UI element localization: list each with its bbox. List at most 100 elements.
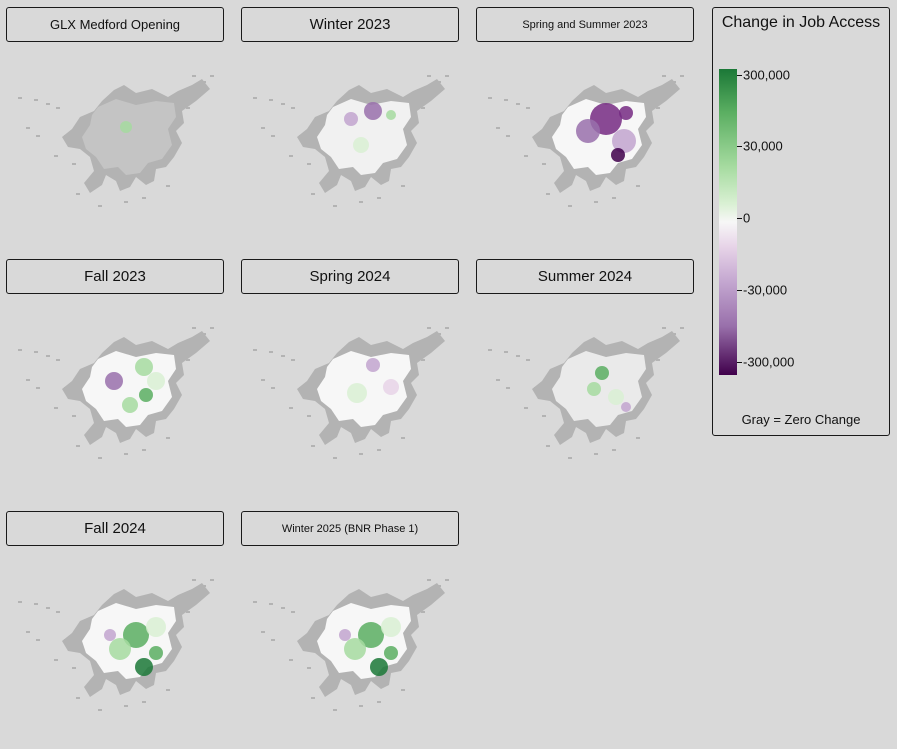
outlying-tract [377,449,381,451]
outlying-tract [192,327,196,329]
outlying-tract [76,697,80,699]
outlying-tract [594,201,598,203]
outlying-tract [377,701,381,703]
outlying-tract [636,437,640,439]
job-access-map [18,327,214,459]
changed-area [82,351,176,427]
outlying-tract [192,579,196,581]
outlying-tract [401,185,405,187]
outlying-tract [281,103,285,105]
outlying-tract [76,445,80,447]
legend-tick-label: 30,000 [743,138,783,154]
outlying-tract [98,457,102,459]
outlying-tract [299,387,303,389]
job-access-map [253,327,449,459]
outlying-tract [526,107,530,109]
outlying-tract [524,407,528,409]
outlying-tract [445,75,449,77]
outlying-tract [142,449,146,451]
outlying-tract [26,631,30,633]
panel-title: Spring 2024 [241,259,459,294]
outlying-tract [311,445,315,447]
outlying-tract [401,689,405,691]
outlying-tract [427,75,431,77]
outlying-tract [271,135,275,137]
access-change-cluster [339,629,351,641]
legend-title: Change in Job Access [721,14,881,31]
outlying-tract [271,639,275,641]
legend-tick [737,218,742,219]
access-change-cluster [149,646,163,660]
outlying-tract [18,97,22,99]
outlying-tract [291,611,295,613]
outlying-tract [311,193,315,195]
panel-title: Spring and Summer 2023 [476,7,694,42]
outlying-tract [437,333,441,335]
outlying-tract [546,193,550,195]
panel-title: Summer 2024 [476,259,694,294]
outlying-tract [488,97,492,99]
outlying-tract [18,601,22,603]
outlying-tract [612,449,616,451]
outlying-tract [421,359,425,361]
access-change-cluster [347,383,367,403]
legend-tick [737,75,742,76]
outlying-tract [437,585,441,587]
outlying-tract [672,81,676,83]
outlying-tract [56,359,60,361]
outlying-tract [46,607,50,609]
outlying-tract [202,333,206,335]
legend-note: Gray = Zero Change [741,412,861,427]
access-change-cluster [370,658,388,676]
access-change-cluster [364,102,382,120]
panel-title: Winter 2023 [241,7,459,42]
access-change-cluster [619,106,633,120]
access-change-cluster [123,622,149,648]
access-change-cluster [353,137,369,153]
outlying-tract [333,457,337,459]
outlying-tract [542,163,546,165]
outlying-tract [124,453,128,455]
outlying-tract [534,387,538,389]
outlying-tract [271,387,275,389]
outlying-tract [289,659,293,661]
outlying-tract [56,611,60,613]
outlying-tract [612,197,616,199]
outlying-tract [427,579,431,581]
outlying-tract [299,639,303,641]
outlying-tract [202,585,206,587]
access-change-cluster [104,629,116,641]
outlying-tract [281,607,285,609]
outlying-tract [333,709,337,711]
outlying-tract [488,349,492,351]
outlying-tract [311,697,315,699]
outlying-tract [437,81,441,83]
outlying-tract [445,579,449,581]
outlying-tract [64,639,68,641]
outlying-tract [142,197,146,199]
legend-colorbar [719,69,737,375]
access-change-cluster [344,638,366,660]
access-change-cluster [135,658,153,676]
outlying-tract [496,127,500,129]
job-access-map [18,579,214,711]
outlying-tract [54,659,58,661]
outlying-tract [210,75,214,77]
outlying-tract [34,99,38,101]
outlying-tract [186,359,190,361]
outlying-tract [568,457,572,459]
outlying-tract [680,75,684,77]
outlying-tract [142,701,146,703]
legend-tick-label: 300,000 [743,67,790,83]
outlying-tract [72,415,76,417]
legend-tick-label: -30,000 [743,282,788,298]
outlying-tract [506,387,510,389]
outlying-tract [26,379,30,381]
outlying-tract [359,705,363,707]
access-change-cluster [358,622,384,648]
outlying-tract [76,193,80,195]
outlying-tract [253,601,257,603]
outlying-tract [34,603,38,605]
outlying-tract [427,327,431,329]
outlying-tract [307,163,311,165]
